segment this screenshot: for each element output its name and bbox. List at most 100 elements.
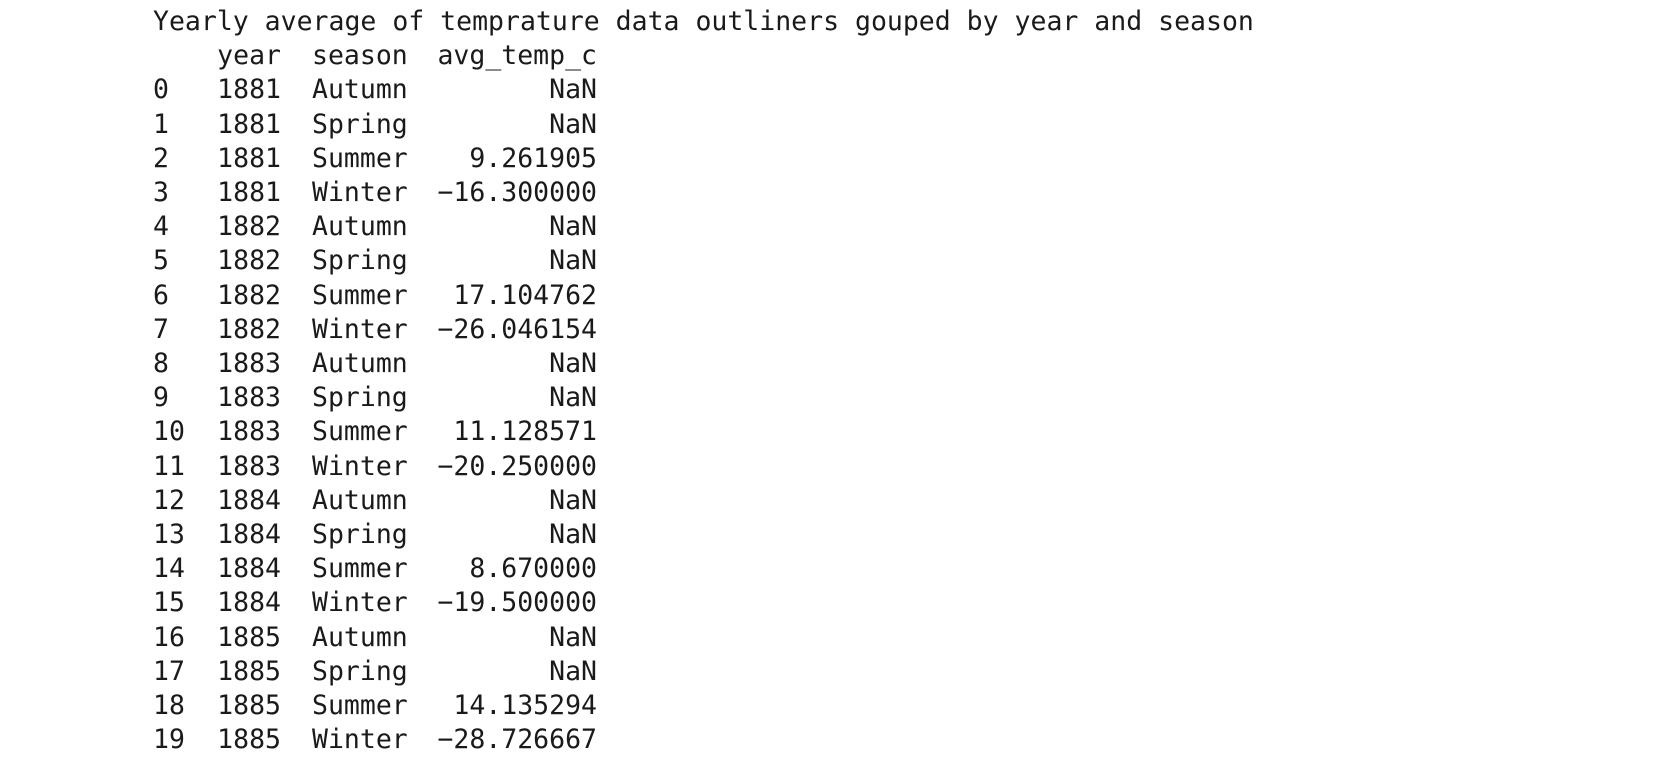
season-cell: Spring bbox=[312, 245, 408, 277]
avg-temp-cell: 11.128571 bbox=[453, 416, 597, 448]
table-row: 17 1885 Spring NaN bbox=[153, 655, 597, 689]
season-cell: Spring bbox=[312, 382, 408, 414]
row-index: 7 bbox=[153, 313, 169, 345]
table-row: 15 1884 Winter −19.500000 bbox=[153, 586, 597, 620]
table-row: 6 1882 Summer 17.104762 bbox=[153, 279, 597, 313]
output-title: Yearly average of temprature data outlin… bbox=[153, 6, 1254, 37]
row-index: 0 bbox=[153, 74, 169, 106]
season-cell: Winter bbox=[312, 724, 408, 756]
table-row: 10 1883 Summer 11.128571 bbox=[153, 415, 597, 449]
year-cell: 1883 bbox=[217, 348, 281, 380]
year-cell: 1881 bbox=[217, 74, 281, 106]
row-index: 4 bbox=[153, 211, 169, 243]
season-cell: Summer bbox=[312, 279, 408, 311]
season-cell: Winter bbox=[312, 587, 408, 619]
season-cell: Summer bbox=[312, 416, 408, 448]
season-cell: Summer bbox=[312, 690, 408, 722]
row-index: 19 bbox=[153, 724, 185, 756]
avg-temp-cell: NaN bbox=[549, 382, 597, 414]
row-index: 16 bbox=[153, 621, 185, 653]
avg-temp-cell: NaN bbox=[549, 74, 597, 106]
season-cell: Spring bbox=[312, 108, 408, 140]
season-cell: Autumn bbox=[312, 211, 408, 243]
year-cell: 1882 bbox=[217, 313, 281, 345]
row-index: 14 bbox=[153, 553, 185, 585]
season-cell: Winter bbox=[312, 450, 408, 482]
year-cell: 1885 bbox=[217, 724, 281, 756]
avg-temp-cell: 17.104762 bbox=[453, 279, 597, 311]
season-cell: Autumn bbox=[312, 621, 408, 653]
season-cell: Spring bbox=[312, 655, 408, 687]
avg-temp-cell: NaN bbox=[549, 655, 597, 687]
row-index: 18 bbox=[153, 690, 185, 722]
year-cell: 1881 bbox=[217, 177, 281, 209]
year-cell: 1882 bbox=[217, 211, 281, 243]
row-index: 3 bbox=[153, 177, 169, 209]
row-index: 2 bbox=[153, 142, 169, 174]
avg-temp-header: avg_temp_c bbox=[437, 40, 597, 72]
avg-temp-cell: 9.261905 bbox=[469, 142, 597, 174]
year-cell: 1881 bbox=[217, 142, 281, 174]
year-cell: 1881 bbox=[217, 108, 281, 140]
table-row: 16 1885 Autumn NaN bbox=[153, 621, 597, 655]
year-cell: 1885 bbox=[217, 655, 281, 687]
row-index: 6 bbox=[153, 279, 169, 311]
avg-temp-cell: −19.500000 bbox=[437, 587, 597, 619]
table-row: 7 1882 Winter −26.046154 bbox=[153, 313, 597, 347]
year-cell: 1882 bbox=[217, 279, 281, 311]
avg-temp-cell: NaN bbox=[549, 108, 597, 140]
row-index: 11 bbox=[153, 450, 185, 482]
year-cell: 1883 bbox=[217, 450, 281, 482]
table-row: 13 1884 Spring NaN bbox=[153, 518, 597, 552]
row-index: 8 bbox=[153, 348, 169, 380]
avg-temp-cell: 8.670000 bbox=[469, 553, 597, 585]
row-index: 15 bbox=[153, 587, 185, 619]
avg-temp-cell: NaN bbox=[549, 211, 597, 243]
table-row: 9 1883 Spring NaN bbox=[153, 381, 597, 415]
row-index: 13 bbox=[153, 519, 185, 551]
header-row: year season avg_temp_c bbox=[153, 39, 597, 73]
table-row: 8 1883 Autumn NaN bbox=[153, 347, 597, 381]
year-header: year bbox=[217, 40, 281, 72]
row-index: 5 bbox=[153, 245, 169, 277]
table-row: 14 1884 Summer 8.670000 bbox=[153, 552, 597, 586]
table-row: 5 1882 Spring NaN bbox=[153, 244, 597, 278]
dataframe-header: year season avg_temp_c bbox=[153, 39, 597, 73]
index-header bbox=[153, 39, 186, 73]
avg-temp-cell: NaN bbox=[549, 245, 597, 277]
cell-output: Yearly average of temprature data outlin… bbox=[153, 5, 1254, 757]
season-cell: Summer bbox=[312, 553, 408, 585]
table-row: 3 1881 Winter −16.300000 bbox=[153, 176, 597, 210]
year-cell: 1883 bbox=[217, 416, 281, 448]
avg-temp-cell: NaN bbox=[549, 484, 597, 516]
table-row: 0 1881 Autumn NaN bbox=[153, 73, 597, 107]
avg-temp-cell: 14.135294 bbox=[453, 690, 597, 722]
year-cell: 1883 bbox=[217, 382, 281, 414]
season-cell: Winter bbox=[312, 177, 408, 209]
season-cell: Summer bbox=[312, 142, 408, 174]
table-row: 18 1885 Summer 14.135294 bbox=[153, 689, 597, 723]
row-index: 10 bbox=[153, 416, 185, 448]
year-cell: 1884 bbox=[217, 484, 281, 516]
year-cell: 1885 bbox=[217, 690, 281, 722]
season-cell: Spring bbox=[312, 519, 408, 551]
row-index: 12 bbox=[153, 484, 185, 516]
avg-temp-cell: −20.250000 bbox=[437, 450, 597, 482]
season-cell: Autumn bbox=[312, 348, 408, 380]
dataframe-body: 0 1881 Autumn NaN 1 1881 Spring NaN 2 1881 Summer 9… bbox=[153, 73, 597, 757]
table-row: 19 1885 Winter −28.726667 bbox=[153, 723, 597, 757]
season-cell: Autumn bbox=[312, 74, 408, 106]
avg-temp-cell: NaN bbox=[549, 621, 597, 653]
table-row: 4 1882 Autumn NaN bbox=[153, 210, 597, 244]
year-cell: 1882 bbox=[217, 245, 281, 277]
year-cell: 1884 bbox=[217, 587, 281, 619]
year-cell: 1884 bbox=[217, 553, 281, 585]
table-row: 2 1881 Summer 9.261905 bbox=[153, 142, 597, 176]
avg-temp-cell: −28.726667 bbox=[437, 724, 597, 756]
season-cell: Autumn bbox=[312, 484, 408, 516]
row-index: 1 bbox=[153, 108, 169, 140]
avg-temp-cell: NaN bbox=[549, 519, 597, 551]
avg-temp-cell: −16.300000 bbox=[437, 177, 597, 209]
table-row: 1 1881 Spring NaN bbox=[153, 108, 597, 142]
dataframe-table: year season avg_temp_c 0 1881 Autumn NaN 1 18… bbox=[153, 39, 597, 757]
